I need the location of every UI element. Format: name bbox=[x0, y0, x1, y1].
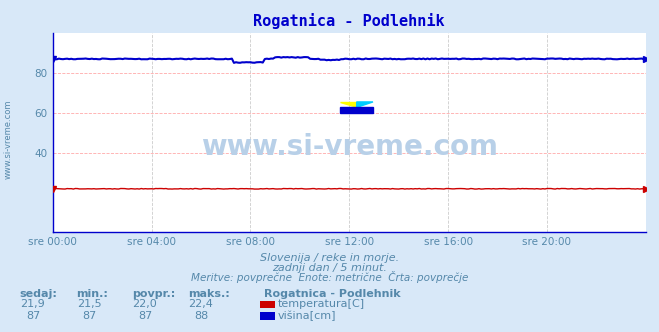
Text: 22,0: 22,0 bbox=[132, 299, 158, 309]
Text: zadnji dan / 5 minut.: zadnji dan / 5 minut. bbox=[272, 263, 387, 273]
Text: Rogatnica - Podlehnik: Rogatnica - Podlehnik bbox=[264, 289, 400, 299]
Text: 21,5: 21,5 bbox=[76, 299, 101, 309]
Text: 22,4: 22,4 bbox=[188, 299, 214, 309]
Text: Slovenija / reke in morje.: Slovenija / reke in morje. bbox=[260, 253, 399, 263]
Text: višina[cm]: višina[cm] bbox=[278, 310, 337, 321]
Text: 21,9: 21,9 bbox=[20, 299, 45, 309]
Polygon shape bbox=[340, 108, 373, 113]
Text: 87: 87 bbox=[26, 311, 40, 321]
Title: Rogatnica - Podlehnik: Rogatnica - Podlehnik bbox=[254, 13, 445, 29]
Text: temperatura[C]: temperatura[C] bbox=[278, 299, 365, 309]
Text: maks.:: maks.: bbox=[188, 289, 229, 299]
Text: 87: 87 bbox=[138, 311, 152, 321]
Text: min.:: min.: bbox=[76, 289, 107, 299]
Text: 88: 88 bbox=[194, 311, 208, 321]
Text: povpr.:: povpr.: bbox=[132, 289, 175, 299]
Text: sedaj:: sedaj: bbox=[20, 289, 57, 299]
Text: www.si-vreme.com: www.si-vreme.com bbox=[3, 100, 13, 179]
Text: Meritve: povprečne  Enote: metrične  Črta: povprečje: Meritve: povprečne Enote: metrične Črta:… bbox=[191, 271, 468, 283]
Polygon shape bbox=[357, 102, 373, 108]
Polygon shape bbox=[340, 102, 357, 108]
Text: 87: 87 bbox=[82, 311, 96, 321]
Text: www.si-vreme.com: www.si-vreme.com bbox=[201, 133, 498, 161]
